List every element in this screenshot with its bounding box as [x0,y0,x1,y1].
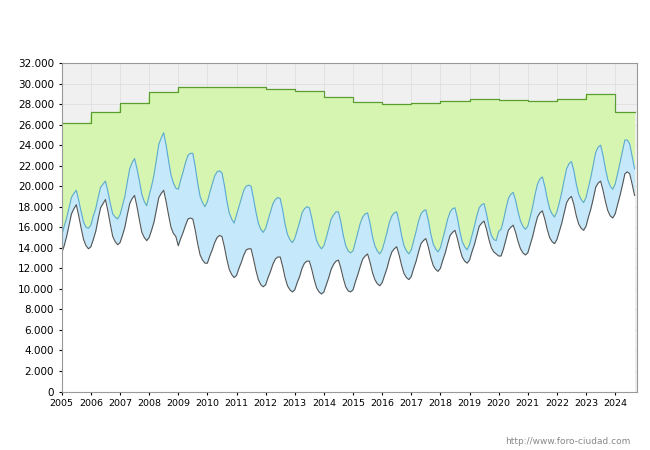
Text: Dénia - Evolucion de la poblacion en edad de Trabajar Septiembre de 2024: Dénia - Evolucion de la poblacion en eda… [75,21,575,33]
Text: http://www.foro-ciudad.com: http://www.foro-ciudad.com [505,436,630,446]
